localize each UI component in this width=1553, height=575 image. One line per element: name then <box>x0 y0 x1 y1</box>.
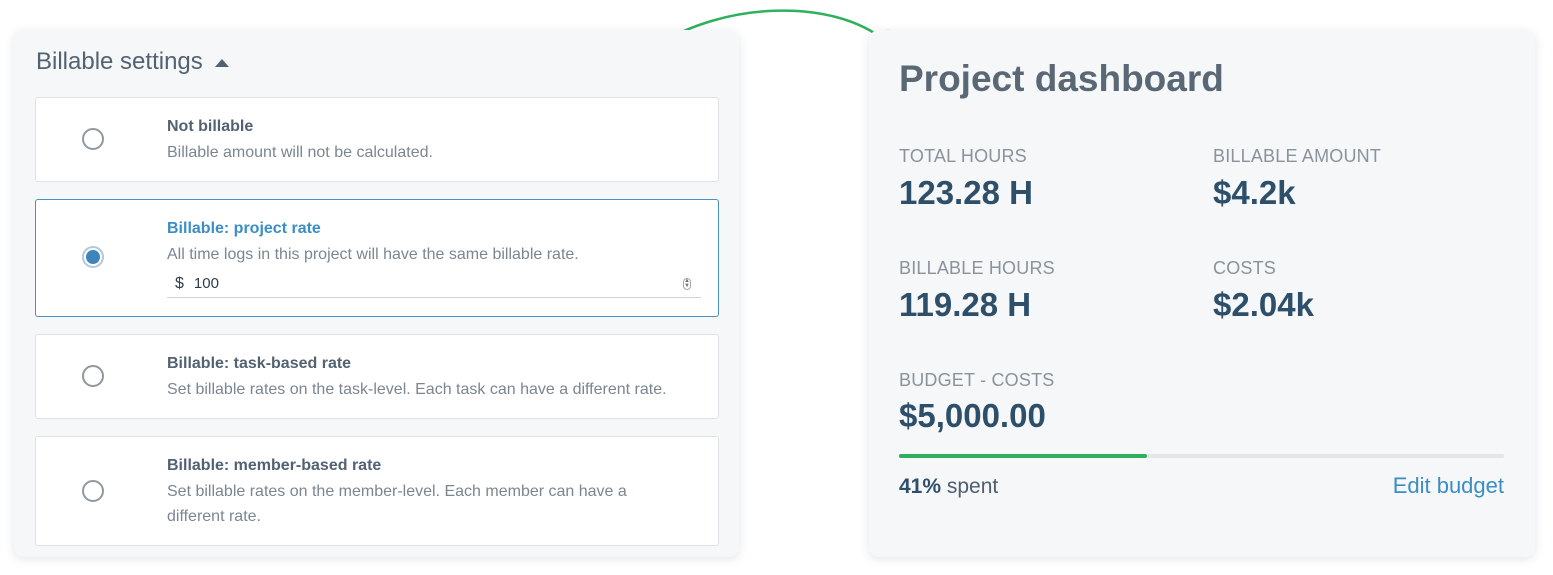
budget-progress-bar <box>899 454 1504 458</box>
spent-percent: 41% <box>899 475 942 498</box>
caret-up-icon <box>214 59 229 67</box>
total-hours-label: TOTAL HOURS <box>899 146 1027 166</box>
budget-costs-value: $5,000.00 <box>899 397 1046 434</box>
radio-button-checked[interactable] <box>82 246 104 268</box>
number-stepper-icon[interactable]: ▲ ▼ <box>683 278 691 290</box>
option-description: Set billable rates on the task-level. Ea… <box>167 381 667 398</box>
billable-settings-panel: Billable settings Not billable Billable … <box>14 30 739 557</box>
option-description: Set billable rates on the member-level. … <box>167 483 627 525</box>
option-title: Billable: task-based rate <box>167 355 352 372</box>
billable-settings-title: Billable settings <box>36 48 203 75</box>
project-dashboard-panel: Project dashboard TOTAL HOURS 123.28 H B… <box>869 30 1535 557</box>
budget-progress-fill <box>899 454 1148 458</box>
radio-button[interactable] <box>82 365 104 387</box>
costs-value: $2.04k <box>1213 286 1314 323</box>
rate-value: 100 <box>193 275 219 292</box>
costs-label: COSTS <box>1213 258 1277 278</box>
option-task-based-rate[interactable]: Billable: task-based rate Set billable r… <box>35 334 719 419</box>
edit-budget-link[interactable]: Edit budget <box>1392 473 1504 498</box>
option-title: Not billable <box>167 118 254 135</box>
billable-amount-value: $4.2k <box>1213 174 1296 211</box>
option-project-rate[interactable]: Billable: project rate All time logs in … <box>35 199 719 317</box>
option-title: Billable: project rate <box>167 220 321 237</box>
radio-button[interactable] <box>82 480 104 502</box>
option-description: All time logs in this project will have … <box>167 246 579 263</box>
option-member-based-rate[interactable]: Billable: member-based rate Set billable… <box>35 436 719 546</box>
billable-hours-label: BILLABLE HOURS <box>899 258 1055 278</box>
currency-symbol: $ <box>175 274 184 292</box>
option-description: Billable amount will not be calculated. <box>167 144 433 161</box>
total-hours-value: 123.28 H <box>899 174 1033 211</box>
spent-suffix: spent <box>941 475 999 498</box>
budget-spent-text: 41% spent <box>899 475 998 499</box>
project-rate-input[interactable]: $ 100 ▲ ▼ <box>167 270 701 298</box>
billable-settings-toggle[interactable]: Billable settings <box>36 48 229 76</box>
dashboard-title: Project dashboard <box>899 58 1224 99</box>
billable-hours-value: 119.28 H <box>899 286 1032 323</box>
radio-button[interactable] <box>82 128 104 150</box>
option-title: Billable: member-based rate <box>167 457 382 474</box>
billable-amount-label: BILLABLE AMOUNT <box>1213 146 1382 166</box>
option-not-billable[interactable]: Not billable Billable amount will not be… <box>35 97 719 182</box>
budget-costs-label: BUDGET - COSTS <box>899 370 1055 390</box>
